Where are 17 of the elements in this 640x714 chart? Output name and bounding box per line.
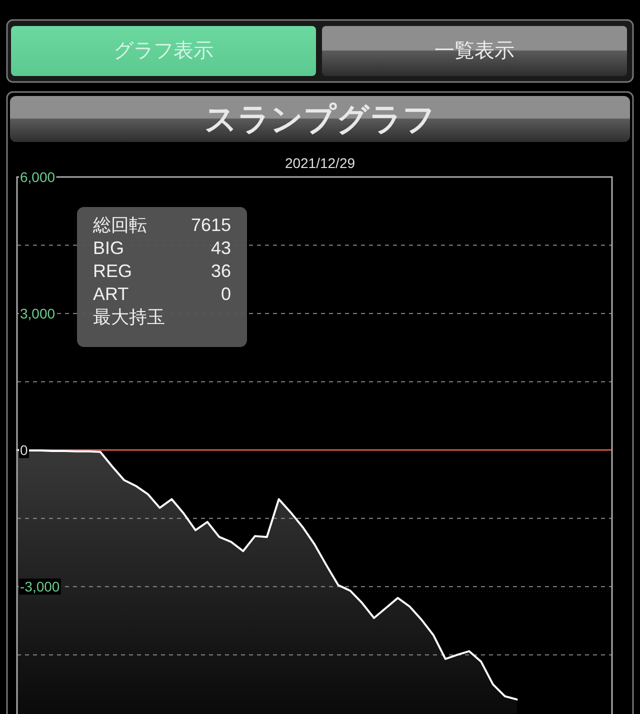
text: 一覧表示 [434,40,514,62]
annotation: 総回転 [92,215,147,235]
chart-title: スランプグラフ [204,101,436,137]
annotation: 0 [220,284,231,304]
annotation: 最大持玉 [93,307,165,327]
annotation: REG [93,261,132,281]
text: グラフ表示 [114,40,214,62]
y-tick-label: -3,000 [20,578,60,595]
annotation: 7615 [190,215,231,235]
y-tick-label: 0 [20,442,28,458]
annotation: ART [93,284,129,304]
annotation: BIG [93,238,124,258]
y-tick-label: 6,000 [20,169,56,185]
annotation: 36 [210,261,231,281]
y-tick-label: 3,000 [20,306,56,322]
annotation: 43 [210,238,231,258]
chart-subtitle: 2021/12/29 [284,155,356,171]
